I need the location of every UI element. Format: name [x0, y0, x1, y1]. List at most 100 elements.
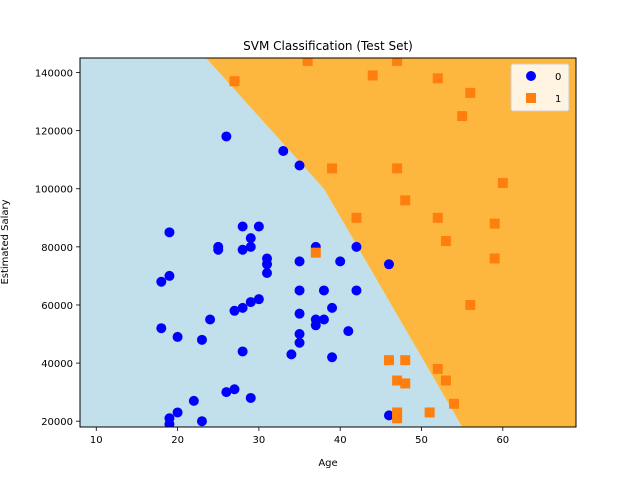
x-tick-label: 50 — [415, 435, 428, 446]
data-point-class-1 — [392, 407, 403, 418]
data-point-class-0 — [294, 329, 305, 340]
data-point-class-0 — [294, 308, 305, 319]
data-point-class-1 — [432, 363, 443, 374]
data-point-class-0 — [262, 268, 273, 279]
data-point-class-0 — [245, 233, 256, 244]
data-point-class-0 — [327, 352, 338, 363]
y-tick-label: 100000 — [35, 185, 73, 196]
data-point-class-1 — [424, 407, 435, 418]
data-point-class-0 — [262, 259, 273, 270]
data-point-class-1 — [457, 111, 468, 122]
data-point-class-0 — [245, 392, 256, 403]
data-point-class-0 — [343, 326, 354, 337]
x-axis-label: Age — [318, 458, 337, 469]
data-point-class-1 — [440, 236, 451, 247]
data-point-class-1 — [392, 163, 403, 174]
data-point-class-0 — [383, 410, 394, 421]
data-point-class-0 — [327, 302, 338, 313]
legend: 0 1 — [510, 63, 570, 112]
plot-frame — [79, 57, 577, 428]
data-point-class-0 — [351, 285, 362, 296]
data-point-class-0 — [188, 395, 199, 406]
data-point-class-1 — [351, 212, 362, 223]
data-point-class-0 — [156, 276, 167, 287]
data-point-class-0 — [164, 270, 175, 281]
x-tick-label: 60 — [496, 435, 509, 446]
legend-label-0: 0 — [555, 72, 561, 83]
y-tick-label: 120000 — [35, 127, 73, 138]
data-point-class-0 — [237, 302, 248, 313]
y-tick-label: 80000 — [41, 243, 73, 254]
chart-title: SVM Classification (Test Set) — [243, 39, 413, 53]
data-point-class-0 — [245, 241, 256, 252]
x-tick-label: 40 — [334, 435, 347, 446]
data-point-class-0 — [213, 244, 224, 255]
data-point-class-0 — [278, 145, 289, 156]
x-tick-label: 20 — [171, 435, 184, 446]
data-point-class-1 — [465, 87, 476, 98]
x-axis: 10 20 30 40 50 60 — [90, 427, 509, 446]
data-point-class-0 — [229, 384, 240, 395]
data-point-class-0 — [294, 256, 305, 267]
data-point-class-0 — [156, 323, 167, 334]
data-point-class-1 — [310, 247, 321, 258]
data-point-class-0 — [221, 131, 232, 142]
legend-marker-1 — [526, 93, 536, 103]
decision-region-1 — [206, 58, 576, 427]
data-point-class-1 — [489, 218, 500, 229]
data-point-class-1 — [449, 398, 460, 409]
data-point-class-0 — [237, 244, 248, 255]
data-point-class-0 — [164, 227, 175, 238]
data-point-class-1 — [392, 375, 403, 386]
data-point-class-0 — [286, 349, 297, 360]
y-axis: 20000 40000 60000 80000 100000 120000 140000 — [35, 69, 80, 428]
y-tick-label: 140000 — [35, 69, 73, 80]
data-point-class-0 — [253, 221, 264, 232]
data-point-class-1 — [400, 378, 411, 389]
data-point-class-0 — [294, 160, 305, 171]
data-point-class-0 — [164, 419, 175, 427]
data-point-class-1 — [440, 375, 451, 386]
data-point-class-0 — [172, 331, 183, 342]
data-point-class-0 — [335, 256, 346, 267]
data-point-class-1 — [392, 58, 403, 66]
data-point-class-0 — [205, 314, 216, 325]
legend-frame — [510, 63, 570, 112]
data-point-class-1 — [400, 195, 411, 206]
data-point-class-0 — [196, 334, 207, 345]
data-point-class-0 — [294, 285, 305, 296]
data-point-class-1 — [392, 413, 403, 424]
data-point-class-0 — [245, 297, 256, 308]
y-tick-label: 20000 — [41, 417, 73, 428]
data-point-class-1 — [229, 76, 240, 87]
data-point-class-0 — [196, 416, 207, 427]
data-point-class-0 — [318, 285, 329, 296]
plot-area — [80, 58, 576, 427]
data-point-class-1 — [489, 253, 500, 264]
data-point-class-0 — [172, 407, 183, 418]
y-tick-label: 40000 — [41, 359, 73, 370]
data-point-class-1 — [327, 163, 338, 174]
data-point-class-0 — [221, 387, 232, 398]
data-point-class-0 — [237, 346, 248, 357]
data-point-class-0 — [310, 320, 321, 331]
data-point-class-0 — [383, 259, 394, 270]
data-point-class-1 — [465, 299, 476, 310]
legend-marker-0 — [526, 71, 536, 81]
data-point-class-0 — [237, 221, 248, 232]
y-tick-label: 60000 — [41, 301, 73, 312]
data-point-class-0 — [351, 241, 362, 252]
data-point-class-0 — [318, 314, 329, 325]
data-point-class-0 — [253, 294, 264, 305]
data-point-class-1 — [432, 212, 443, 223]
data-point-class-1 — [432, 73, 443, 84]
x-tick-label: 10 — [90, 435, 103, 446]
data-point-class-0 — [294, 337, 305, 348]
x-tick-label: 30 — [253, 435, 266, 446]
data-point-class-1 — [367, 70, 378, 81]
data-point-class-0 — [229, 305, 240, 316]
y-axis-label: Estimated Salary — [0, 199, 11, 284]
data-points — [156, 58, 508, 427]
data-point-class-1 — [383, 355, 394, 366]
data-point-class-1 — [302, 58, 313, 66]
